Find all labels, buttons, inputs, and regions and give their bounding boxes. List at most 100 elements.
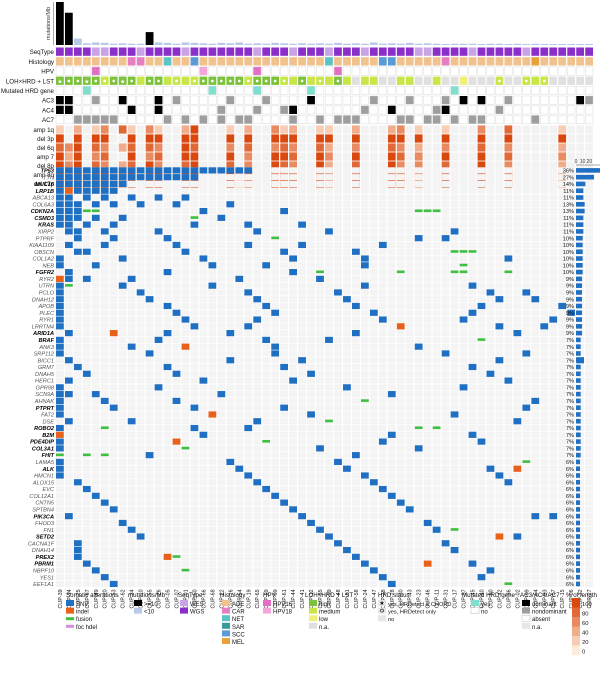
matrix-bg-cell: [289, 276, 297, 282]
matrix-bg-cell: [110, 316, 118, 322]
matrix-bg-cell: [110, 567, 118, 573]
matrix-bg-cell: [65, 439, 73, 445]
matrix-bg-cell: [531, 439, 539, 445]
cnv-cell: [173, 143, 181, 151]
matrix-bg-cell: [289, 337, 297, 343]
matrix-bg-cell: [397, 228, 405, 234]
matrix-bg-cell: [522, 540, 530, 546]
matrix-bg-cell: [200, 513, 208, 519]
matrix-bg-cell: [226, 472, 234, 478]
matrix-bg-cell: [56, 235, 64, 241]
cnv-cell: [280, 134, 288, 142]
matrix-bg-cell: [343, 228, 351, 234]
matrix-bg-cell: [92, 377, 100, 383]
matrix-bg-cell: [92, 350, 100, 356]
cnv-cell: [119, 143, 127, 151]
matrix-bg-cell: [433, 283, 441, 289]
alteration-mark: [397, 271, 405, 274]
matrix-bg-cell: [334, 384, 342, 390]
matrix-bg-cell: [442, 283, 450, 289]
matrix-bg-cell: [361, 506, 369, 512]
annotation-cell: [531, 48, 539, 56]
matrix-bg-cell: [451, 188, 459, 194]
matrix-bg-cell: [128, 439, 136, 445]
matrix-bg-cell: [513, 181, 521, 187]
matrix-bg-cell: [505, 350, 513, 356]
matrix-bg-cell: [469, 411, 477, 417]
alteration-mark: [487, 289, 495, 295]
matrix-bg-cell: [487, 269, 495, 275]
matrix-bg-cell: [217, 527, 225, 533]
matrix-bg-cell: [164, 222, 172, 228]
matrix-bg-cell: [92, 194, 100, 200]
alteration-mark: [298, 242, 306, 248]
matrix-bg-cell: [217, 405, 225, 411]
matrix-bg-cell: [182, 364, 190, 370]
matrix-bg-cell: [128, 520, 136, 526]
matrix-bg-cell: [379, 567, 387, 573]
matrix-bg-cell: [496, 283, 504, 289]
matrix-bg-cell: [531, 262, 539, 268]
cnv-cell: [110, 143, 118, 151]
matrix-bg-cell: [522, 222, 530, 228]
annotation-cell: [119, 86, 127, 94]
matrix-bg-cell: [505, 174, 513, 180]
matrix-bg-cell: [208, 506, 216, 512]
annotation-cell: [137, 106, 145, 114]
matrix-bg-cell: [289, 500, 297, 506]
matrix-bg-cell: [433, 222, 441, 228]
matrix-bg-cell: [208, 547, 216, 553]
matrix-bg-cell: [379, 371, 387, 377]
matrix-bg-cell: [379, 445, 387, 451]
annotation-cell: [182, 106, 190, 114]
annotation-cell: [460, 67, 468, 75]
matrix-bg-cell: [200, 533, 208, 539]
matrix-bg-cell: [146, 269, 154, 275]
matrix-bg-cell: [415, 384, 423, 390]
matrix-bg-cell: [280, 174, 288, 180]
matrix-bg-cell: [361, 235, 369, 241]
matrix-bg-cell: [505, 472, 513, 478]
annotation-cell: [307, 96, 315, 104]
alteration-mark: [83, 194, 91, 200]
matrix-bg-cell: [226, 554, 234, 560]
matrix-bg-cell: [352, 276, 360, 282]
matrix-bg-cell: [406, 554, 414, 560]
cnv-cell: [567, 134, 575, 142]
alteration-mark: [361, 283, 369, 289]
matrix-bg-cell: [451, 384, 459, 390]
matrix-bg-cell: [325, 567, 333, 573]
matrix-bg-cell: [478, 364, 486, 370]
annotation-cell: [460, 115, 468, 123]
annotation-cell: [182, 57, 190, 65]
matrix-bg-cell: [487, 405, 495, 411]
alteration-mark: [460, 250, 468, 253]
matrix-bg-cell: [352, 181, 360, 187]
matrix-bg-cell: [128, 391, 136, 397]
matrix-bg-cell: [325, 323, 333, 329]
matrix-bg-cell: [397, 486, 405, 492]
matrix-bg-cell: [110, 357, 118, 363]
matrix-bg-cell: [343, 289, 351, 295]
matrix-bg-cell: [208, 493, 216, 499]
matrix-bg-cell: [316, 289, 324, 295]
matrix-bg-cell: [388, 255, 396, 261]
matrix-bg-cell: [137, 466, 145, 472]
cnv-cell: [406, 125, 414, 133]
matrix-bg-cell: [460, 561, 468, 567]
matrix-bg-cell: [235, 540, 243, 546]
matrix-bg-cell: [65, 500, 73, 506]
cnv-cell: [262, 143, 270, 151]
matrix-bg-cell: [433, 194, 441, 200]
matrix-bg-cell: [155, 310, 163, 316]
matrix-bg-cell: [469, 547, 477, 553]
matrix-bg-cell: [424, 289, 432, 295]
matrix-bg-cell: [200, 201, 208, 207]
matrix-bg-cell: [74, 411, 82, 417]
matrix-bg-cell: [531, 405, 539, 411]
matrix-bg-cell: [478, 289, 486, 295]
annotation-cell: [531, 86, 539, 94]
annotation-cell: [343, 86, 351, 94]
matrix-bg-cell: [208, 513, 216, 519]
annotation-cell: [262, 67, 270, 75]
